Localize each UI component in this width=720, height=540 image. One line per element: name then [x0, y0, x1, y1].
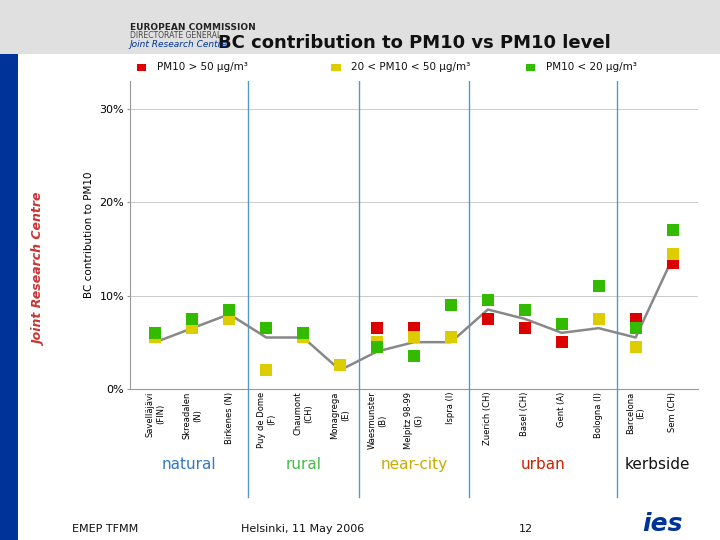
Text: ies: ies — [642, 512, 683, 536]
Text: EMEP TFMM: EMEP TFMM — [72, 524, 138, 534]
Text: DIRECTORATE GENERAL: DIRECTORATE GENERAL — [130, 31, 221, 39]
Text: kerbside: kerbside — [625, 457, 690, 472]
Text: Helsinki, 11 May 2006: Helsinki, 11 May 2006 — [240, 524, 364, 534]
Text: 20 < PM10 < 50 μg/m³: 20 < PM10 < 50 μg/m³ — [351, 63, 471, 72]
Text: BC contribution to PM10 vs PM10 level: BC contribution to PM10 vs PM10 level — [217, 34, 611, 52]
Text: urban: urban — [521, 457, 566, 472]
Text: 12: 12 — [518, 524, 533, 534]
Text: PM10 < 20 μg/m³: PM10 < 20 μg/m³ — [546, 63, 636, 72]
Text: Joint Research Centre: Joint Research Centre — [33, 194, 46, 346]
Text: near-city: near-city — [380, 457, 448, 472]
Text: Joint Research Centre: Joint Research Centre — [130, 40, 228, 49]
Text: natural: natural — [161, 457, 216, 472]
Text: rural: rural — [285, 457, 321, 472]
Text: EUROPEAN COMMISSION: EUROPEAN COMMISSION — [130, 23, 256, 31]
Text: PM10 > 50 μg/m³: PM10 > 50 μg/m³ — [157, 63, 248, 72]
Y-axis label: BC contribution to PM10: BC contribution to PM10 — [84, 172, 94, 298]
